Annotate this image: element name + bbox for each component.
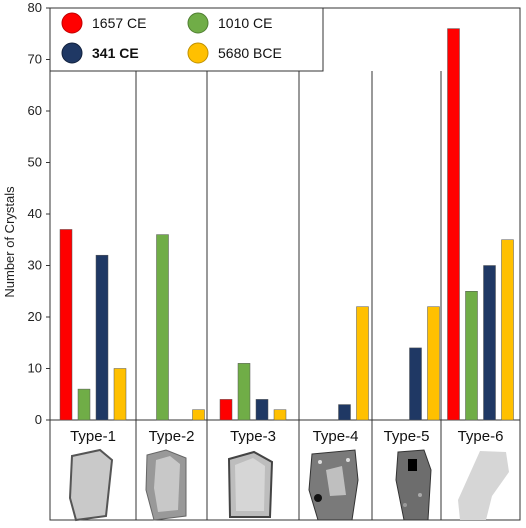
y-tick-label: 80 — [28, 0, 42, 15]
bar-1010-ce-type-1 — [77, 388, 91, 421]
y-tick-label: 0 — [35, 412, 42, 427]
legend-swatch-341-ce — [61, 42, 83, 64]
bar-5680-bce-type-6 — [501, 239, 514, 421]
crystal-type-3-image — [227, 450, 274, 518]
y-tick-label: 20 — [28, 309, 42, 324]
y-tick-label: 10 — [28, 361, 42, 376]
legend-label-341-ce: 341 CE — [92, 45, 139, 61]
bar-1657-ce-type-3 — [219, 399, 233, 421]
y-tick-label: 50 — [28, 155, 42, 170]
legend-label-5680-bce: 5680 BCE — [218, 45, 282, 61]
crystal-type-2-image — [145, 449, 187, 521]
bar-1657-ce-type-6 — [447, 28, 460, 421]
legend: 1657 CE 1010 CE 341 CE 5680 BCE — [49, 7, 324, 72]
category-label-type-2: Type-2 — [149, 428, 195, 445]
bar-341-ce-type-3 — [255, 399, 269, 421]
category-label-type-6: Type-6 — [458, 428, 504, 445]
category-label-type-1: Type-1 — [70, 428, 116, 445]
bar-5680-bce-type-2 — [192, 409, 205, 421]
bar-1010-ce-type-6 — [465, 291, 478, 421]
bar-5680-bce-type-3 — [273, 409, 287, 421]
y-tick-label: 60 — [28, 103, 42, 118]
category-label-type-5: Type-5 — [384, 428, 430, 445]
bar-341-ce-type-4 — [338, 404, 351, 421]
bar-1657-ce-type-1 — [59, 229, 73, 421]
y-tick-label: 70 — [28, 52, 42, 67]
bar-5680-bce-type-1 — [113, 368, 127, 421]
y-tick-label: 40 — [28, 206, 42, 221]
y-tick-label: 30 — [28, 258, 42, 273]
category-label-type-3: Type-3 — [230, 428, 276, 445]
crystal-type-5-image — [395, 449, 432, 521]
crystal-type-4-image — [308, 449, 359, 521]
bar-1010-ce-type-3 — [237, 363, 251, 421]
crystal-type-1-image — [68, 448, 114, 522]
legend-swatch-5680-bce — [187, 42, 209, 64]
y-axis-title: Number of Crystals — [2, 186, 17, 298]
category-label-type-4: Type-4 — [313, 428, 359, 445]
crystal-type-6-image — [458, 451, 509, 520]
bar-5680-bce-type-5 — [427, 306, 440, 421]
bar-5680-bce-type-4 — [356, 306, 369, 421]
bar-341-ce-type-5 — [409, 347, 422, 421]
legend-swatch-1657-ce — [61, 12, 83, 34]
bar-341-ce-type-1 — [95, 254, 109, 421]
legend-label-1657-ce: 1657 CE — [92, 15, 146, 31]
legend-swatch-1010-ce — [187, 12, 209, 34]
bar-341-ce-type-6 — [483, 265, 496, 421]
legend-box — [49, 7, 324, 72]
bar-1010-ce-type-2 — [156, 234, 169, 421]
legend-label-1010-ce: 1010 CE — [218, 15, 272, 31]
